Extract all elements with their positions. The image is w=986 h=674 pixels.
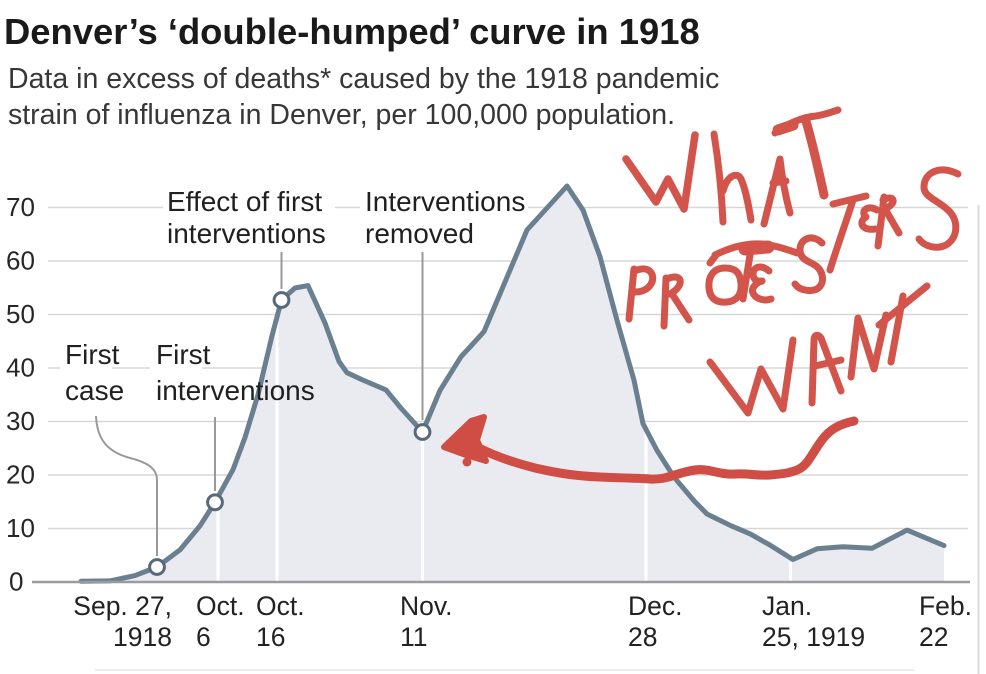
svg-text:Jan.: Jan. (762, 591, 812, 621)
svg-text:Interventions: Interventions (365, 186, 525, 217)
svg-text:Sep. 27,: Sep. 27, (73, 591, 172, 621)
svg-text:interventions: interventions (167, 218, 326, 249)
svg-text:50: 50 (6, 299, 35, 329)
svg-text:Effect of first: Effect of first (167, 186, 322, 217)
svg-text:20: 20 (6, 460, 35, 490)
svg-text:strain of influenza in Denver,: strain of influenza in Denver, per 100,0… (8, 99, 675, 131)
svg-text:1918: 1918 (113, 622, 172, 652)
svg-text:6: 6 (196, 622, 211, 652)
svg-text:30: 30 (6, 406, 35, 436)
svg-text:Oct.: Oct. (256, 591, 305, 621)
svg-text:First: First (65, 339, 120, 370)
svg-text:25, 1919: 25, 1919 (762, 622, 865, 652)
svg-text:Oct.: Oct. (196, 591, 245, 621)
svg-text:60: 60 (6, 246, 35, 276)
svg-text:10: 10 (6, 513, 35, 543)
svg-text:22: 22 (919, 622, 948, 652)
svg-text:Denver’s ‘double-humped’ curve: Denver’s ‘double-humped’ curve in 1918 (4, 11, 700, 52)
svg-text:Dec.: Dec. (628, 591, 683, 621)
svg-text:11: 11 (400, 622, 428, 652)
svg-text:First: First (156, 339, 211, 370)
svg-text:40: 40 (6, 353, 35, 383)
svg-text:Feb.: Feb. (919, 591, 972, 621)
svg-text:28: 28 (628, 622, 657, 652)
svg-text:case: case (65, 375, 124, 406)
svg-text:16: 16 (256, 622, 285, 652)
svg-text:removed: removed (365, 218, 474, 249)
svg-text:interventions: interventions (156, 375, 315, 406)
svg-text:Nov.: Nov. (400, 591, 453, 621)
svg-text:0: 0 (9, 567, 23, 597)
svg-text:70: 70 (6, 192, 35, 222)
svg-text:Data in excess of deaths* caus: Data in excess of deaths* caused by the … (8, 63, 719, 95)
